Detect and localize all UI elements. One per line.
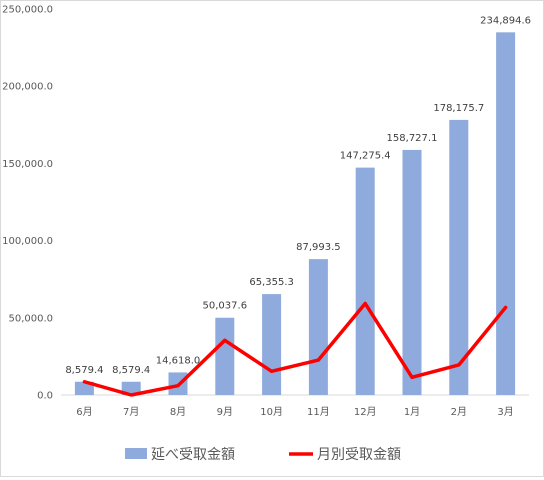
x-tick-label: 6月 xyxy=(76,406,92,418)
bar-value-label: 8,579.4 xyxy=(65,365,103,376)
y-tick-label: 50,000.0 xyxy=(8,313,53,324)
legend-bar-swatch xyxy=(125,448,147,459)
bar-value-label: 158,727.1 xyxy=(387,133,438,144)
x-tick-label: 9月 xyxy=(217,406,233,418)
x-tick-label: 1月 xyxy=(404,406,420,418)
y-tick-label: 0.0 xyxy=(37,391,53,402)
bar xyxy=(215,317,235,395)
bar xyxy=(308,259,328,395)
y-tick-label: 250,000.0 xyxy=(2,5,53,16)
x-axis-tick-labels: 6月 7月 8月 9月 10月 11月 12月 1月 2月 3月 xyxy=(76,406,514,418)
x-tick-label: 11月 xyxy=(307,406,330,418)
legend: 延べ受取金額 月別受取金額 xyxy=(125,447,401,463)
y-axis-tick-labels: 0.0 50,000.0 100,000.0 150,000.0 200,000.0 25… xyxy=(2,5,53,402)
bar-value-label: 14,618.0 xyxy=(156,355,201,366)
bar xyxy=(121,381,141,395)
bar xyxy=(262,294,282,395)
x-tick-label: 3月 xyxy=(497,406,513,418)
bar-value-label: 234,894.6 xyxy=(480,15,531,26)
bar xyxy=(355,167,375,395)
y-tick-label: 100,000.0 xyxy=(2,236,53,247)
y-tick-label: 200,000.0 xyxy=(2,82,53,93)
bar xyxy=(449,119,469,395)
bar xyxy=(402,149,422,395)
bar-value-label: 8,579.4 xyxy=(112,365,150,376)
bar-value-label: 147,275.4 xyxy=(340,151,391,162)
y-tick-label: 150,000.0 xyxy=(2,159,53,170)
line-series-path xyxy=(82,301,508,397)
x-tick-label: 12月 xyxy=(354,406,377,418)
x-tick-label: 10月 xyxy=(260,406,283,418)
line-series xyxy=(82,301,508,397)
bar-series xyxy=(74,32,516,395)
legend-line-label: 月別受取金額 xyxy=(317,447,401,463)
bar-value-label: 87,993.5 xyxy=(296,242,341,253)
x-tick-label: 8月 xyxy=(170,406,186,418)
x-tick-label: 2月 xyxy=(451,406,467,418)
bar-value-label: 50,037.6 xyxy=(203,301,248,312)
bar-data-labels: 8,579.4 8,579.4 14,618.0 50,037.6 65,355.3 87… xyxy=(65,15,531,375)
bar xyxy=(74,381,94,395)
bar-value-label: 65,355.3 xyxy=(249,277,294,288)
legend-bar-label: 延べ受取金額 xyxy=(151,447,235,463)
bar xyxy=(496,32,516,395)
bar-value-label: 178,175.7 xyxy=(433,103,484,114)
x-tick-label: 7月 xyxy=(123,406,139,418)
